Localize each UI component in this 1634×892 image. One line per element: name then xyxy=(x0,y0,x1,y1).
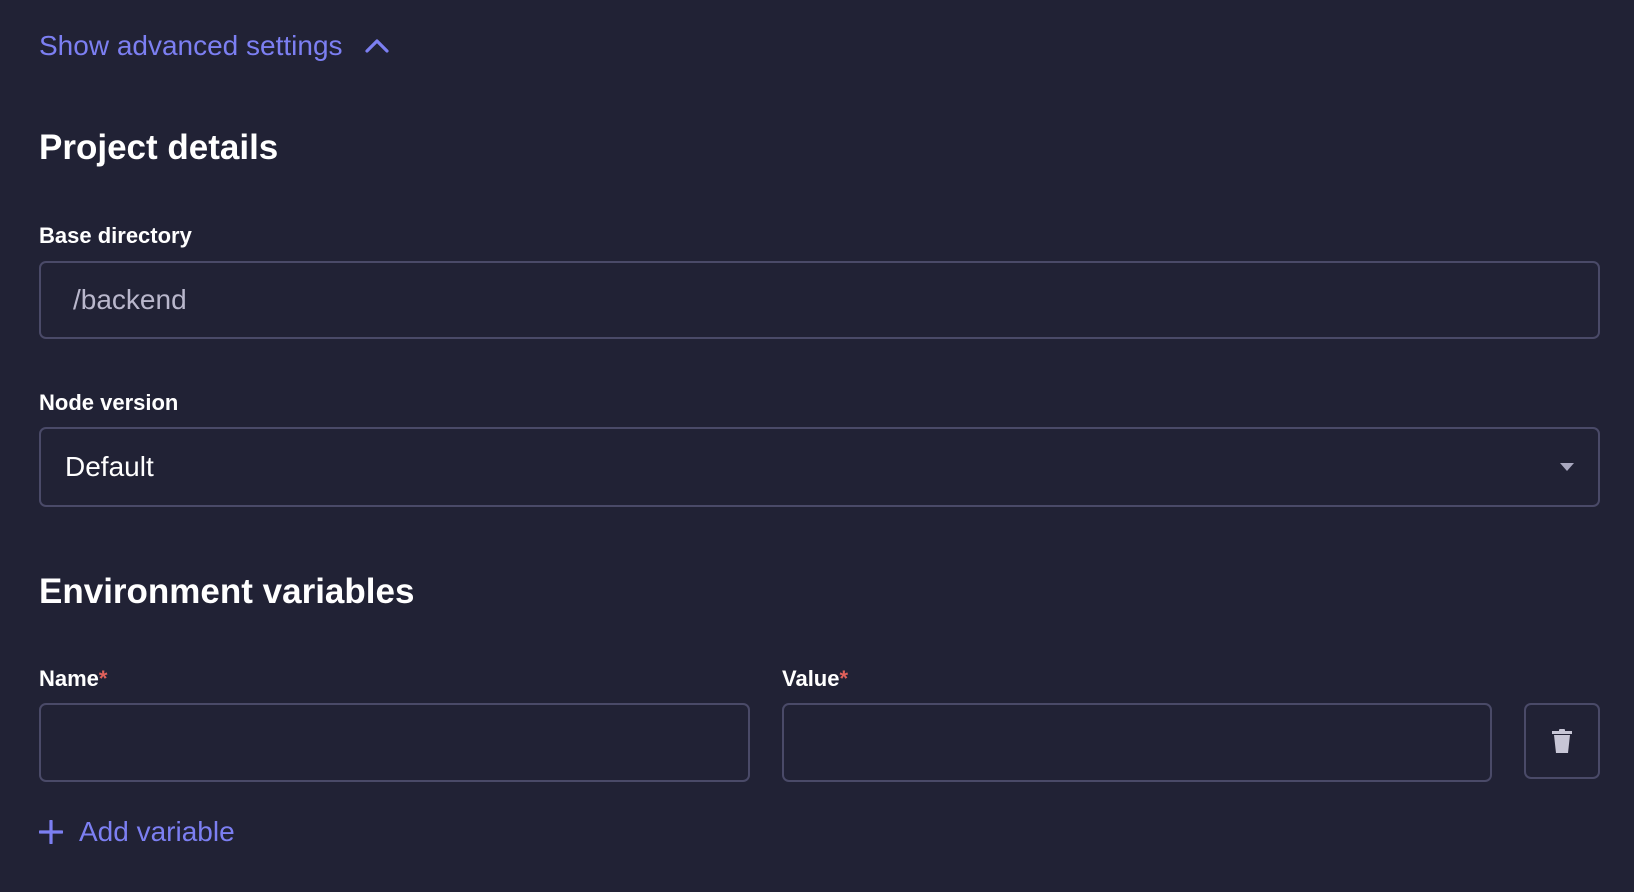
toggle-label: Show advanced settings xyxy=(39,30,343,61)
caret-down-icon xyxy=(1560,463,1574,471)
value-label-text: Value xyxy=(782,666,840,691)
env-name-label: Name* xyxy=(39,666,107,692)
base-directory-label: Base directory xyxy=(39,223,192,248)
environment-variables-heading: Environment variables xyxy=(39,572,415,611)
base-directory-input[interactable] xyxy=(41,263,1598,337)
add-variable-button[interactable]: Add variable xyxy=(39,816,235,848)
project-details-heading: Project details xyxy=(39,128,279,167)
chevron-up-icon xyxy=(364,39,389,53)
env-name-field[interactable] xyxy=(39,703,750,782)
env-value-input[interactable] xyxy=(784,705,1490,780)
plus-icon xyxy=(39,820,63,844)
base-directory-field[interactable] xyxy=(39,261,1600,339)
required-asterisk: * xyxy=(98,666,108,691)
trash-icon xyxy=(1552,729,1572,753)
node-version-select[interactable]: Default xyxy=(39,427,1600,507)
env-value-field[interactable] xyxy=(782,703,1492,782)
node-version-label: Node version xyxy=(39,390,179,415)
delete-variable-button[interactable] xyxy=(1524,703,1600,779)
required-asterisk: * xyxy=(839,666,849,691)
env-name-input[interactable] xyxy=(41,705,748,780)
add-variable-label: Add variable xyxy=(79,816,235,847)
name-label-text: Name xyxy=(39,666,99,691)
node-version-value: Default xyxy=(65,451,154,482)
env-value-label: Value* xyxy=(782,666,848,692)
show-advanced-settings-toggle[interactable]: Show advanced settings xyxy=(39,30,389,62)
